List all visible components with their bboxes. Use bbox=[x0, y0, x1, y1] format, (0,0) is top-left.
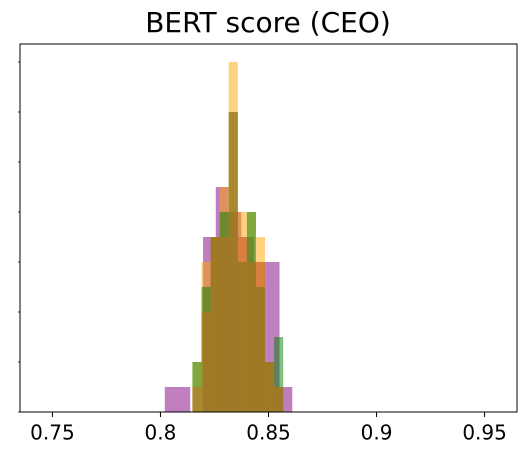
histogram-bar bbox=[246, 262, 256, 412]
histogram-bar bbox=[164, 387, 178, 412]
histogram-bar bbox=[210, 237, 220, 412]
x-tick-label: 0.9 bbox=[361, 421, 393, 445]
histogram-bar bbox=[192, 387, 202, 412]
x-tick-label: 0.75 bbox=[30, 421, 75, 445]
histogram-bar bbox=[228, 112, 238, 412]
x-tick-label: 0.85 bbox=[246, 421, 291, 445]
histogram-bar bbox=[219, 237, 229, 412]
x-tick-label: 0.8 bbox=[145, 421, 177, 445]
histogram-bar bbox=[177, 387, 191, 412]
chart-title: BERT score (CEO) bbox=[145, 6, 391, 39]
histogram-bar bbox=[274, 387, 284, 412]
histogram-bar bbox=[237, 237, 247, 412]
plot-frame bbox=[19, 43, 518, 413]
histogram-bar bbox=[255, 262, 266, 412]
histogram-bar bbox=[265, 362, 275, 412]
x-tick-label: 0.95 bbox=[462, 421, 507, 445]
histogram-bar bbox=[274, 337, 284, 412]
histogram-bar bbox=[201, 312, 211, 412]
